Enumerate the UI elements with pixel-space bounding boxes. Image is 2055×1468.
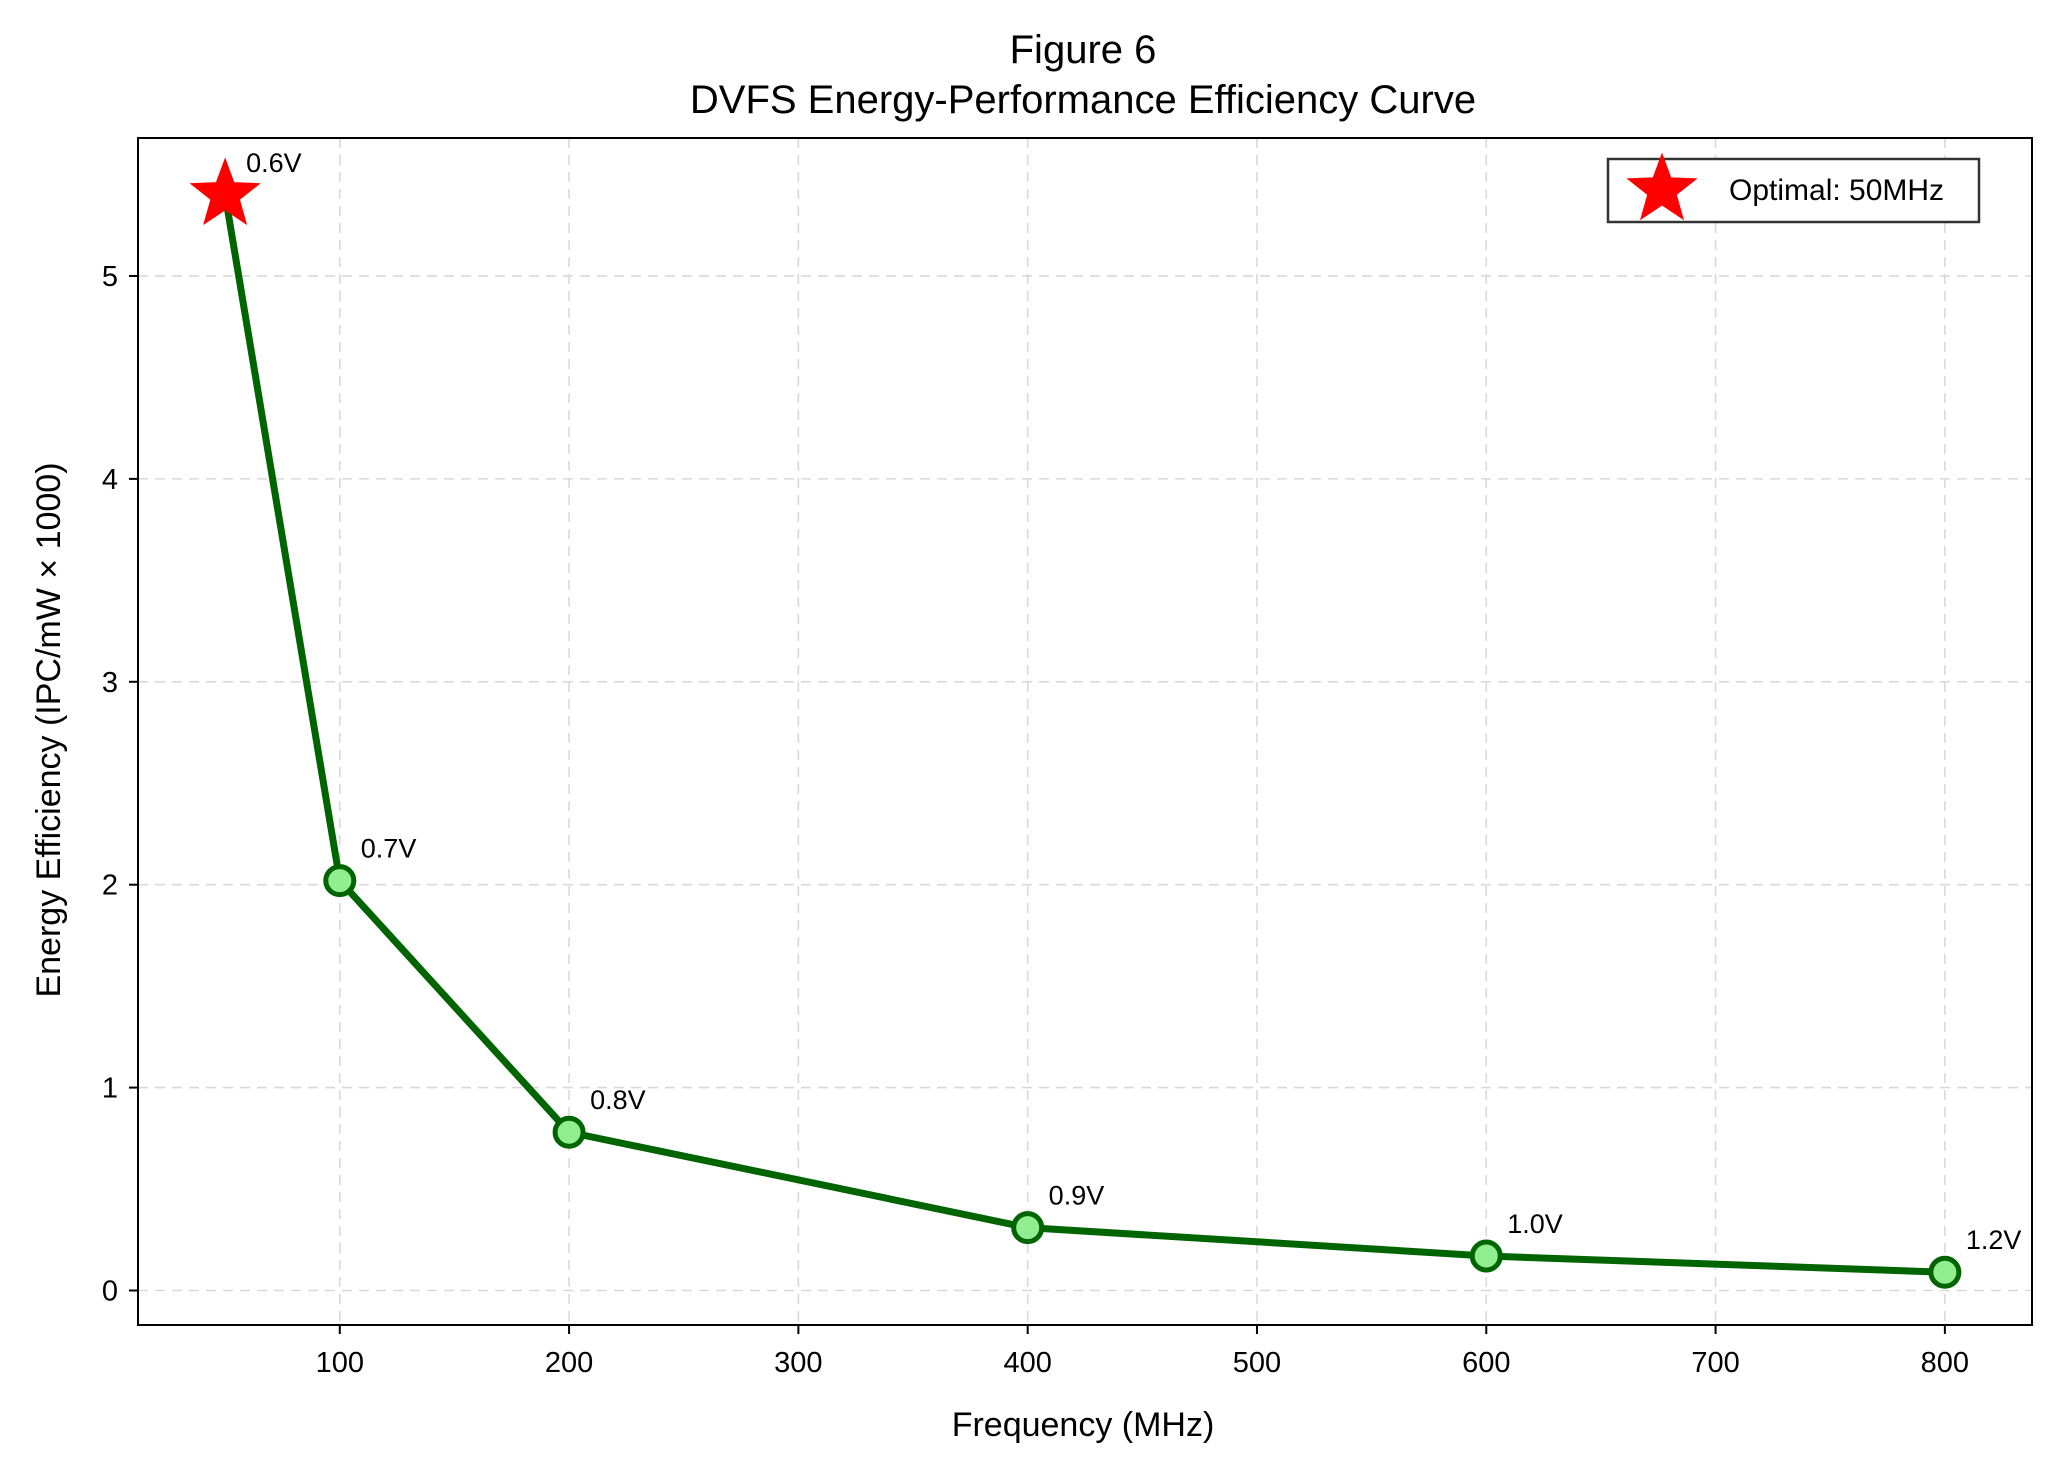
legend-star-icon — [1626, 152, 1698, 221]
x-tick-label: 700 — [1691, 1347, 1739, 1379]
y-tick-label: 0 — [102, 1276, 118, 1308]
x-axis-ticks: 100 200 300 400 500 600 700 800 — [316, 1325, 1969, 1379]
voltage-label: 0.9V — [1049, 1181, 1105, 1211]
x-tick-label: 800 — [1921, 1347, 1969, 1379]
voltage-label: 1.2V — [1966, 1225, 2022, 1255]
y-axis-ticks: 0 1 2 3 4 5 — [102, 261, 138, 1308]
y-tick-label: 2 — [102, 870, 118, 902]
y-tick-label: 5 — [102, 261, 118, 293]
y-tick-label: 3 — [102, 667, 118, 699]
x-tick-label: 400 — [1003, 1347, 1051, 1379]
voltage-label: 0.7V — [361, 834, 417, 864]
data-point — [323, 864, 357, 898]
legend: Optimal: 50MHz — [1606, 152, 1981, 224]
annotations: 0.6V 0.7V 0.8V 0.9V 1.0V 1.2V — [246, 148, 2021, 1255]
x-tick-label: 600 — [1462, 1347, 1510, 1379]
y-axis-label: Energy Efficiency (IPC/mW × 1000) — [30, 462, 68, 997]
chart-subtitle: DVFS Energy-Performance Efficiency Curve — [690, 78, 1476, 122]
grid — [138, 138, 2032, 1325]
legend-label: Optimal: 50MHz — [1729, 174, 1944, 207]
x-tick-label: 500 — [1233, 1347, 1281, 1379]
efficiency-line — [221, 191, 1949, 1276]
voltage-label: 0.8V — [590, 1085, 646, 1115]
optimal-star-icon — [189, 157, 261, 226]
y-tick-label: 1 — [102, 1073, 118, 1105]
data-point — [1011, 1211, 1045, 1245]
legend-star-shape — [1626, 152, 1698, 221]
data-point — [552, 1115, 586, 1149]
data-point — [1928, 1255, 1962, 1289]
x-tick-label: 300 — [774, 1347, 822, 1379]
series-line — [221, 191, 1949, 1276]
data-points — [189, 157, 1962, 1289]
data-point — [1469, 1239, 1503, 1273]
voltage-label: 1.0V — [1507, 1209, 1563, 1239]
x-axis-label: Frequency (MHz) — [952, 1406, 1215, 1444]
y-tick-label: 4 — [102, 464, 118, 496]
plot-frame — [137, 137, 2033, 1326]
voltage-label: 0.6V — [246, 148, 302, 178]
x-tick-label: 200 — [545, 1347, 593, 1379]
chart-title: Figure 6 — [1010, 28, 1157, 72]
x-tick-label: 100 — [316, 1347, 364, 1379]
